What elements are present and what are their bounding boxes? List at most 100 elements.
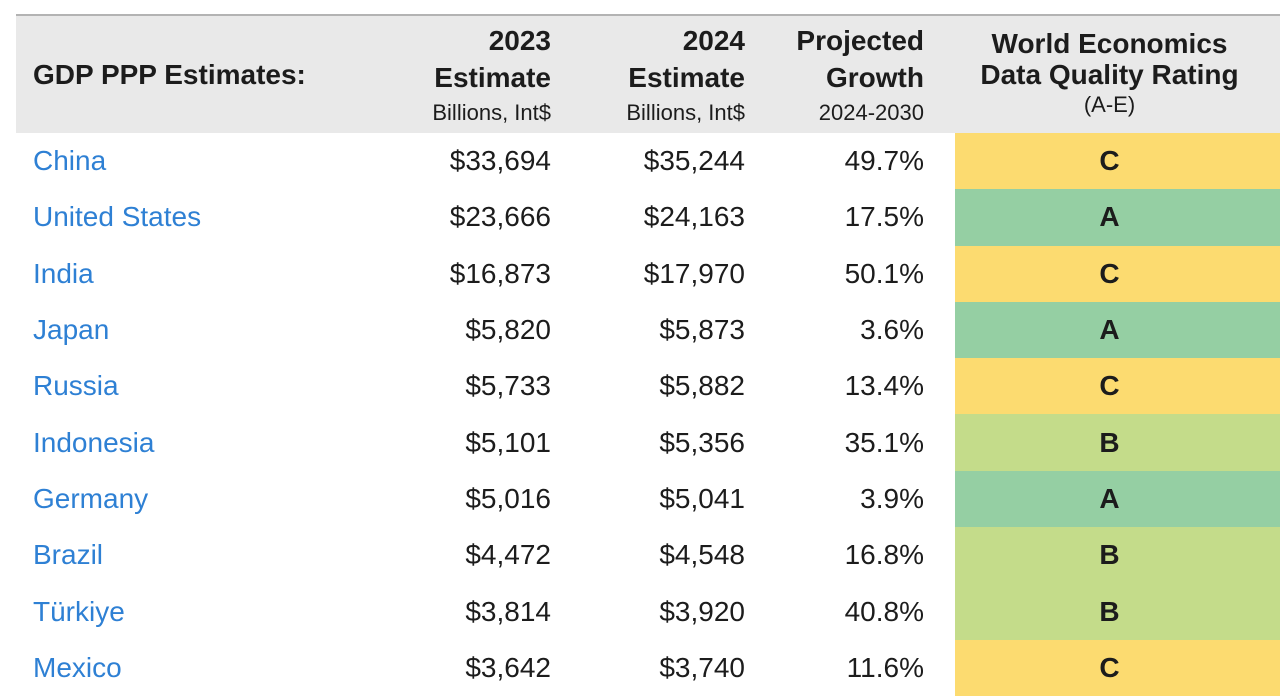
estimate-2023-cell: $5,820 (465, 314, 551, 346)
header-rating-line1: World Economics (991, 28, 1228, 59)
header-growth-range: 2024-2030 (818, 100, 924, 125)
table-title: GDP PPP Estimates: (16, 16, 390, 133)
header-2023-year: 2023 (488, 25, 551, 56)
estimate-2024-cell: $24,163 (643, 201, 745, 233)
estimate-2023-cell: $3,642 (465, 651, 551, 683)
country-link[interactable]: Brazil (33, 539, 104, 571)
estimate-2024-cell: $5,356 (659, 426, 745, 458)
country-cell: Germany (16, 483, 390, 515)
country-cell: Indonesia (16, 427, 390, 459)
country-link[interactable]: Türkiye (33, 595, 125, 627)
estimate-2023-cell: $5,016 (465, 482, 551, 514)
table-row: Brazil $4,472 $4,548 16.8% B (16, 527, 1280, 584)
country-cell: United States (16, 201, 390, 233)
rating-letter: B (1099, 595, 1120, 627)
country-cell: China (16, 145, 390, 177)
estimate-2024-cell: $5,882 (659, 370, 745, 402)
column-header-projected-growth: Projected Growth 2024-2030 (745, 16, 924, 133)
header-rating-scale: (A-E) (1083, 92, 1136, 117)
country-cell: Brazil (16, 539, 390, 571)
header-rating-line2: Data Quality Rating (980, 59, 1239, 90)
estimate-2023-cell: $3,814 (465, 595, 551, 627)
country-cell: Russia (16, 370, 390, 402)
rating-cell: C (955, 245, 1280, 302)
rating-letter: C (1099, 370, 1120, 402)
estimate-2023-cell: $5,101 (465, 426, 551, 458)
estimate-2024-cell: $3,920 (659, 595, 745, 627)
header-2023-estimate: Estimate (434, 62, 551, 93)
rating-letter: A (1099, 314, 1120, 346)
header-2024-unit: Billions, Int$ (626, 100, 745, 125)
estimate-2023-cell: $33,694 (449, 145, 551, 177)
table-row: Mexico $3,642 $3,740 11.6% C (16, 639, 1280, 696)
country-link[interactable]: India (33, 257, 94, 289)
table-row: Japan $5,820 $5,873 3.6% A (16, 301, 1280, 359)
rating-letter: B (1099, 426, 1120, 458)
table-header-row: GDP PPP Estimates: 2023 Estimate Billion… (16, 16, 1280, 133)
growth-cell: 3.6% (860, 314, 924, 346)
rating-letter: B (1099, 539, 1120, 571)
country-cell: India (16, 258, 390, 290)
estimate-2024-cell: $3,740 (659, 651, 745, 683)
rating-cell: B (955, 583, 1280, 640)
estimate-2023-cell: $23,666 (449, 201, 551, 233)
estimate-2023-cell: $5,733 (465, 370, 551, 402)
growth-cell: 13.4% (844, 370, 924, 402)
table-row: Türkiye $3,814 $3,920 40.8% B (16, 583, 1280, 640)
table-row: Indonesia $5,101 $5,356 35.1% B (16, 414, 1280, 471)
table-body: China $33,694 $35,244 49.7% C United Sta… (16, 133, 1280, 696)
header-projected: Projected (796, 25, 924, 56)
gdp-ppp-table: GDP PPP Estimates: 2023 Estimate Billion… (16, 14, 1280, 696)
country-link[interactable]: Germany (33, 482, 149, 514)
rating-letter: C (1099, 257, 1120, 289)
estimate-2024-cell: $5,873 (659, 314, 745, 346)
table-title-label: GDP PPP Estimates: (33, 58, 306, 90)
estimate-2023-cell: $4,472 (465, 539, 551, 571)
growth-cell: 3.9% (860, 482, 924, 514)
rating-letter: C (1099, 651, 1120, 683)
growth-cell: 49.7% (844, 145, 924, 177)
column-header-2024-estimate: 2024 Estimate Billions, Int$ (551, 16, 745, 133)
rating-cell: C (955, 358, 1280, 415)
rating-letter: A (1099, 482, 1120, 514)
growth-cell: 50.1% (844, 257, 924, 289)
header-2023-unit: Billions, Int$ (432, 100, 551, 125)
country-link[interactable]: Mexico (33, 651, 122, 683)
header-2024-year: 2024 (682, 25, 745, 56)
estimate-2023-cell: $16,873 (449, 257, 551, 289)
estimate-2024-cell: $4,548 (659, 539, 745, 571)
estimate-2024-cell: $5,041 (659, 482, 745, 514)
table-row: United States $23,666 $24,163 17.5% A (16, 189, 1280, 246)
rating-cell: A (955, 189, 1280, 246)
estimate-2024-cell: $35,244 (643, 145, 745, 177)
rating-cell: B (955, 414, 1280, 471)
estimate-2024-cell: $17,970 (643, 257, 745, 289)
country-link[interactable]: Russia (33, 370, 119, 402)
header-growth: Growth (826, 62, 924, 93)
table-row: Germany $5,016 $5,041 3.9% A (16, 470, 1280, 528)
country-cell: Türkiye (16, 596, 390, 628)
rating-cell: C (955, 639, 1280, 696)
rating-cell: A (955, 301, 1280, 359)
table-row: Russia $5,733 $5,882 13.4% C (16, 358, 1280, 415)
growth-cell: 35.1% (844, 426, 924, 458)
country-link[interactable]: China (33, 145, 107, 177)
growth-cell: 16.8% (844, 539, 924, 571)
table-row: China $33,694 $35,244 49.7% C (16, 133, 1280, 190)
rating-cell: A (955, 470, 1280, 528)
growth-cell: 11.6% (846, 651, 924, 683)
column-header-2023-estimate: 2023 Estimate Billions, Int$ (390, 16, 551, 133)
rating-cell: C (955, 133, 1280, 190)
country-link[interactable]: Indonesia (33, 426, 155, 458)
country-link[interactable]: United States (33, 201, 202, 233)
country-cell: Mexico (16, 652, 390, 684)
table-row: India $16,873 $17,970 50.1% C (16, 245, 1280, 302)
country-cell: Japan (16, 314, 390, 346)
country-link[interactable]: Japan (33, 314, 110, 346)
growth-cell: 40.8% (844, 595, 924, 627)
rating-cell: B (955, 527, 1280, 584)
growth-cell: 17.5% (844, 201, 924, 233)
rating-letter: A (1099, 201, 1120, 233)
column-header-data-quality-rating: World Economics Data Quality Rating (A-E… (955, 16, 1280, 133)
rating-letter: C (1099, 145, 1120, 177)
